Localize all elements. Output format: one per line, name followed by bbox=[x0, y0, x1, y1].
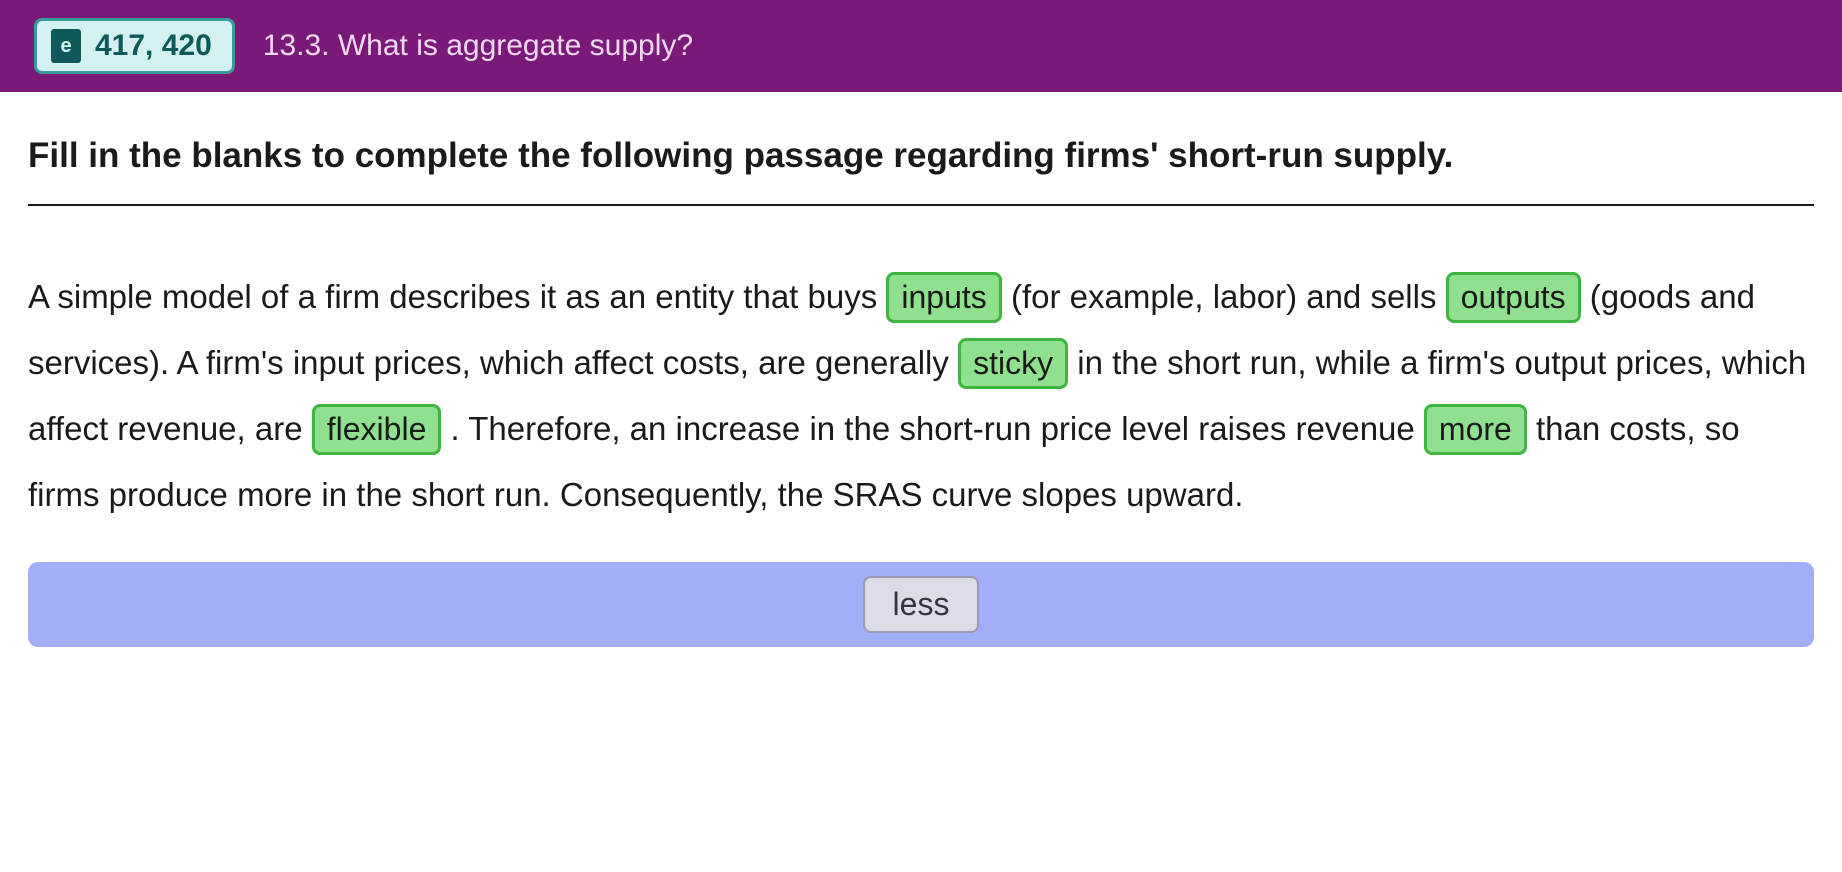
section-title: 13.3. What is aggregate supply? bbox=[263, 29, 693, 63]
page-reference-badge[interactable]: e 417, 420 bbox=[34, 18, 235, 74]
blank-more[interactable]: more bbox=[1424, 404, 1527, 455]
passage-segment: A simple model of a firm describes it as… bbox=[28, 278, 886, 315]
option-chip-less[interactable]: less bbox=[863, 576, 980, 633]
page-numbers: 417, 420 bbox=[95, 29, 212, 63]
answer-options-tray: less bbox=[28, 562, 1814, 647]
instruction-text: Fill in the blanks to complete the follo… bbox=[28, 136, 1814, 206]
book-icon: e bbox=[51, 29, 81, 63]
header-bar: e 417, 420 13.3. What is aggregate suppl… bbox=[0, 0, 1842, 92]
content-area: Fill in the blanks to complete the follo… bbox=[0, 92, 1842, 675]
passage-segment: . Therefore, an increase in the short-ru… bbox=[451, 410, 1424, 447]
passage-body: A simple model of a firm describes it as… bbox=[28, 264, 1814, 528]
blank-flexible[interactable]: flexible bbox=[312, 404, 442, 455]
blank-outputs[interactable]: outputs bbox=[1446, 272, 1581, 323]
passage-segment: (for example, labor) and sells bbox=[1011, 278, 1446, 315]
blank-sticky[interactable]: sticky bbox=[958, 338, 1068, 389]
blank-inputs[interactable]: inputs bbox=[886, 272, 1001, 323]
